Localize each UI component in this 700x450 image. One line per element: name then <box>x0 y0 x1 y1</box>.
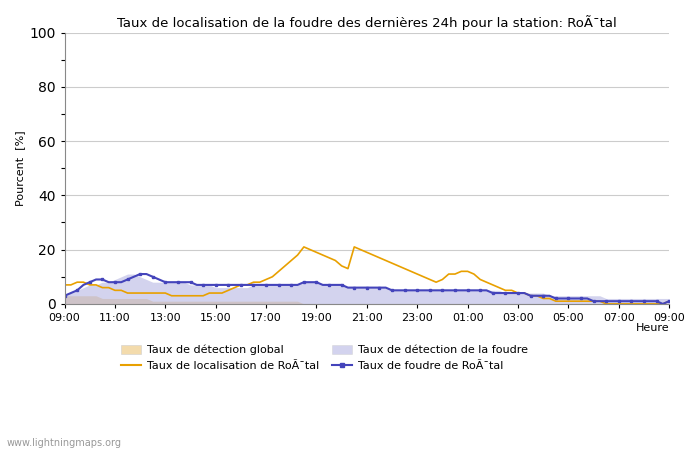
Y-axis label: Pourcent  [%]: Pourcent [%] <box>15 130 25 206</box>
Text: www.lightningmaps.org: www.lightningmaps.org <box>7 438 122 448</box>
Text: Heure: Heure <box>636 323 669 333</box>
Title: Taux de localisation de la foudre des dernières 24h pour la station: RoÃ¯tal: Taux de localisation de la foudre des de… <box>117 15 617 30</box>
Legend: Taux de détection global, Taux de localisation de RoÃ¯tal, Taux de détection de : Taux de détection global, Taux de locali… <box>121 345 528 371</box>
